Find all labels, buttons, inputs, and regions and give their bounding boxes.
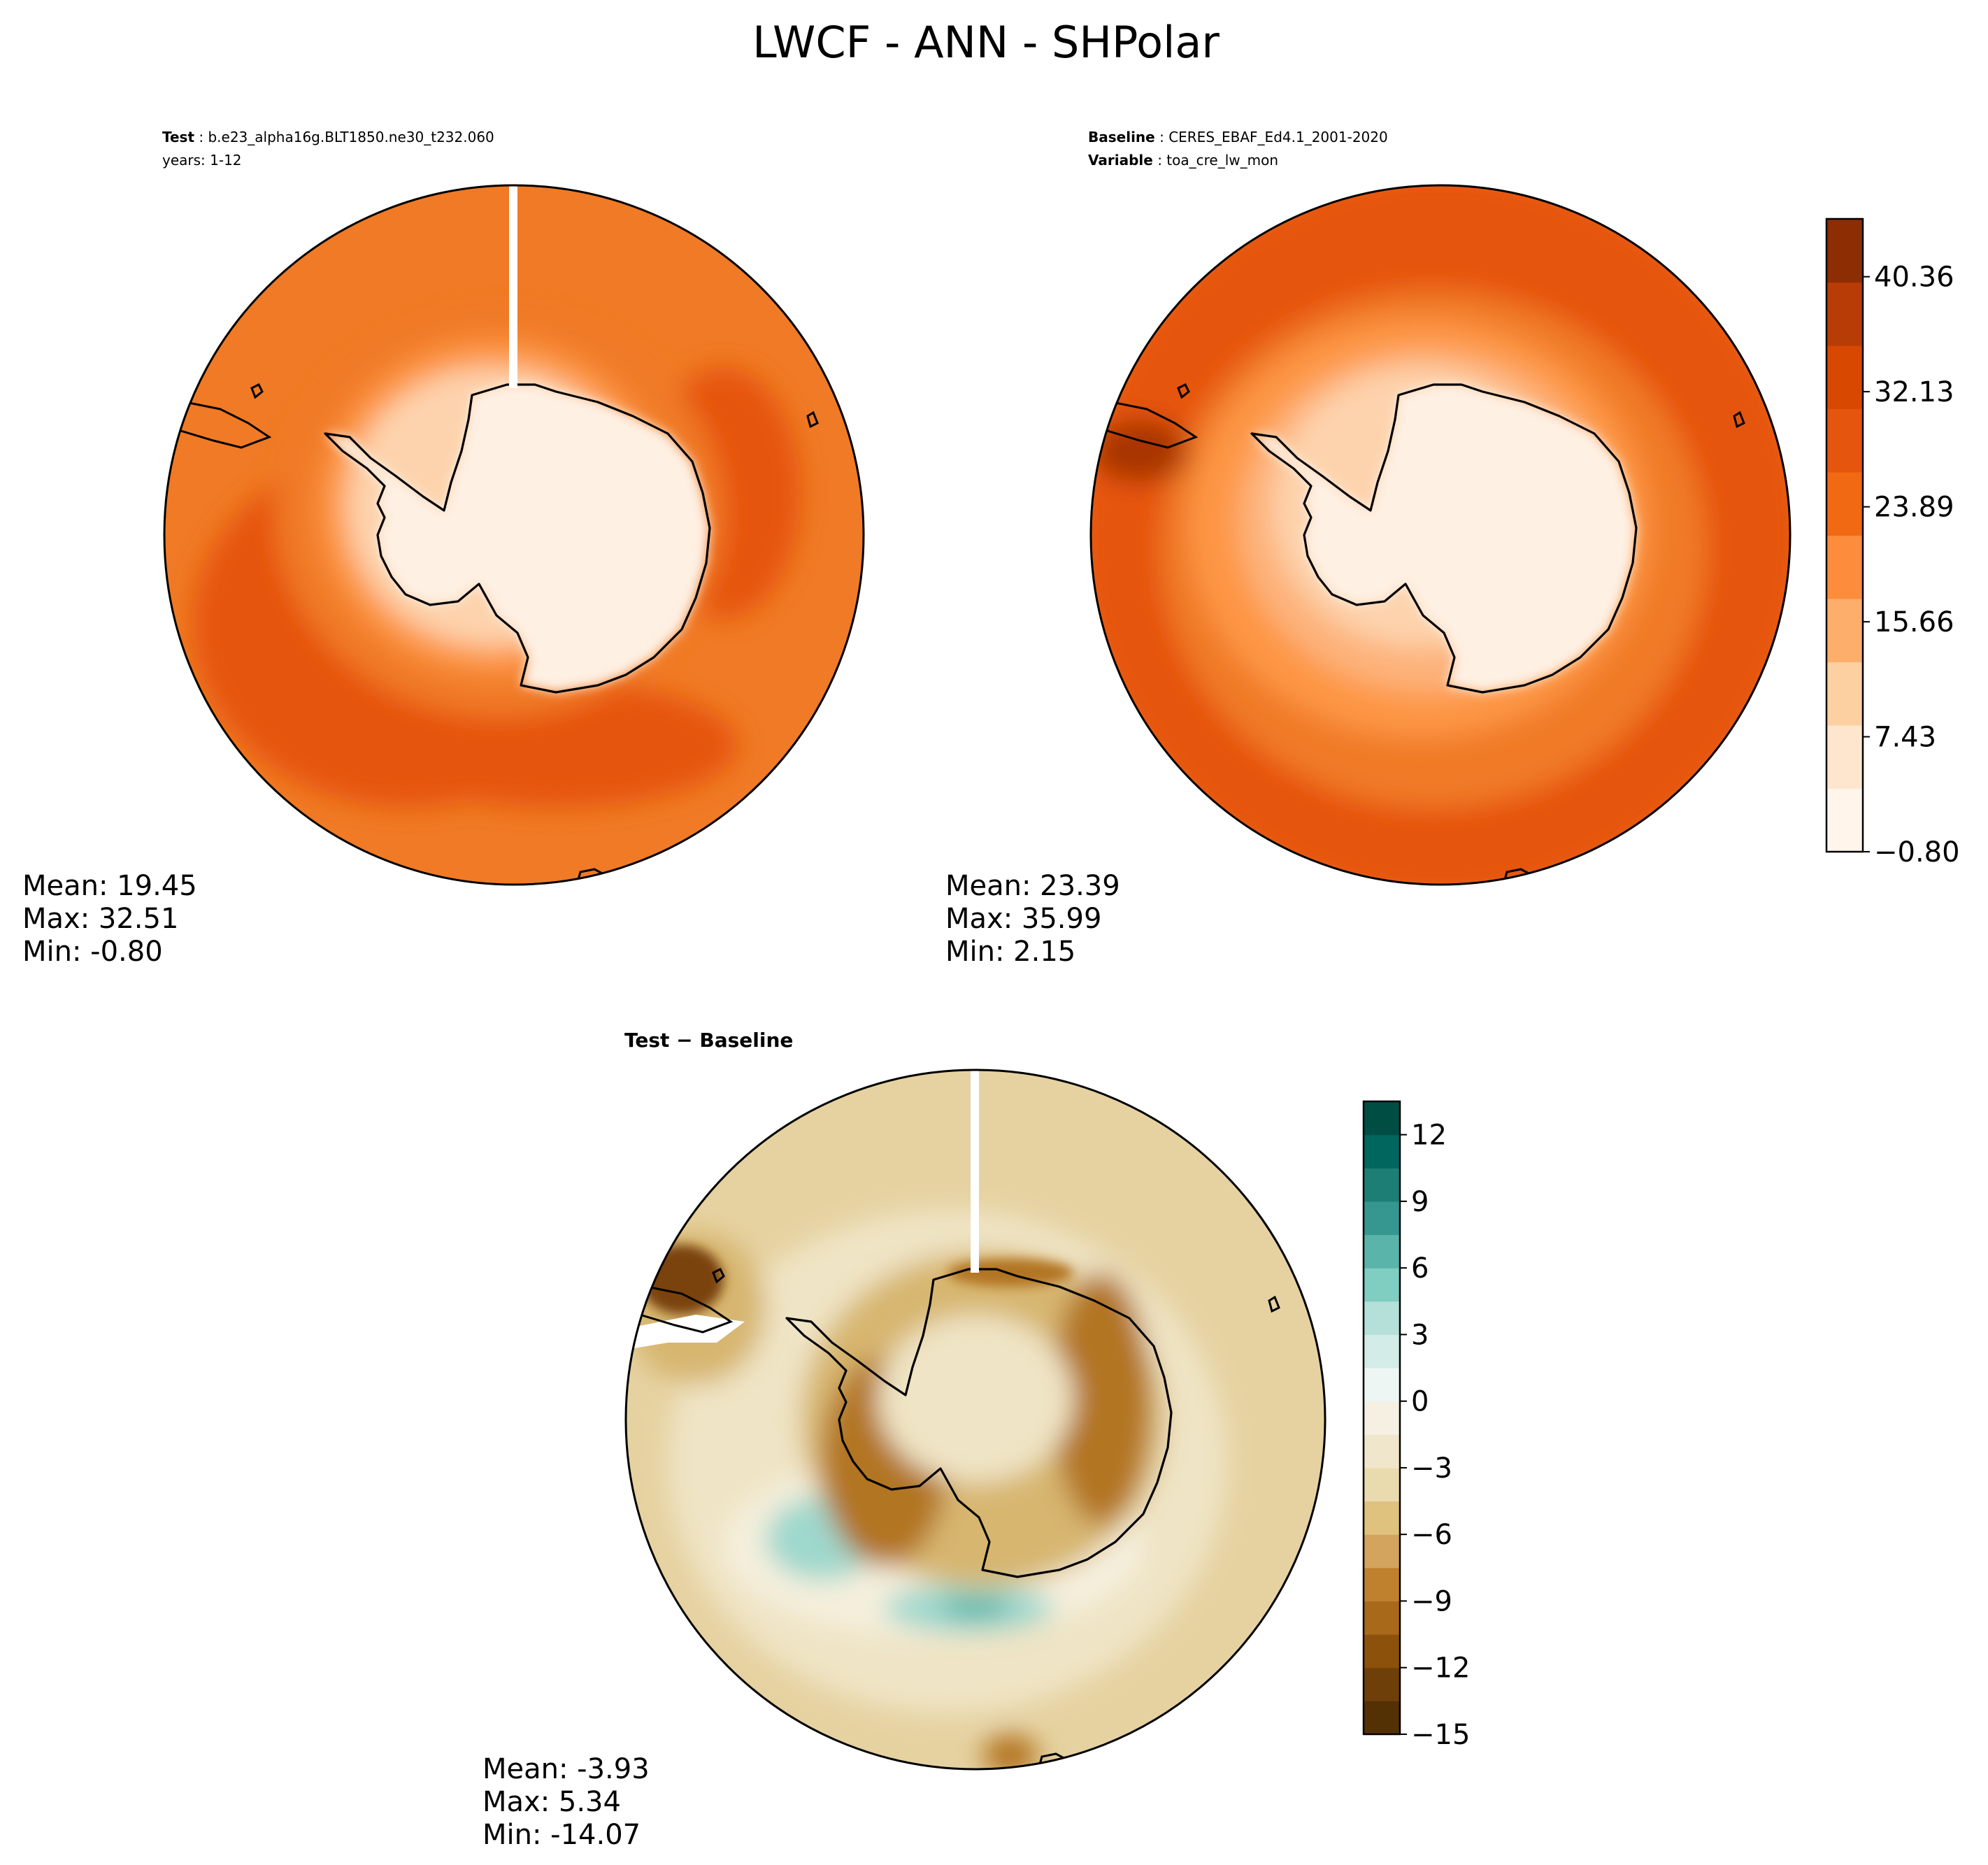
colorbar-swatch	[1364, 1701, 1400, 1735]
panel-diff-mean: Mean: -3.93	[482, 1753, 650, 1785]
colorbar-swatch	[1364, 1368, 1400, 1402]
falkland-islands-coastline	[1177, 383, 1190, 399]
colorbar-swatch	[1364, 1201, 1400, 1236]
missing-data-strip	[971, 1070, 979, 1273]
kerguelen-coastline	[806, 410, 819, 429]
missing-data-patch	[626, 1315, 745, 1350]
colorbar-tick-label: 3	[1411, 1319, 1429, 1351]
colorbar-frame	[1362, 1100, 1401, 1736]
panel-diff: Test − Baseline Mean: -3.93 Max: 5.34 Mi…	[482, 1029, 1326, 1851]
colorbar-tick-label: 12	[1411, 1120, 1447, 1152]
panel-baseline-mean: Mean: 23.39	[945, 870, 1120, 902]
colorbar-swatch	[1364, 1101, 1400, 1136]
panel-diff-min: Min: -14.07	[482, 1819, 641, 1851]
south-america-coastline	[639, 1285, 734, 1334]
colorbar-tick-label: −6	[1411, 1519, 1452, 1551]
colorbar-main: 40.36 32.13 23.89 15.66 7.43 −0.80	[1825, 217, 1960, 869]
colorbar-tick-label: 23.89	[1874, 492, 1954, 524]
colorbar-tick-label: 40.36	[1874, 262, 1954, 294]
map-test-boundary	[163, 184, 865, 886]
colorbar-tick-label: 6	[1411, 1252, 1429, 1285]
colorbar-swatch	[1364, 1134, 1400, 1169]
kerguelen-coastline	[1733, 410, 1745, 429]
colorbar-tick-label: 32.13	[1874, 376, 1954, 408]
colorbar-swatch	[1364, 1534, 1400, 1569]
colorbar-swatch	[1826, 662, 1863, 726]
colorbar-swatch	[1826, 725, 1863, 789]
colorbar-tick-label: −15	[1411, 1719, 1470, 1751]
colorbar-tick-label: 15.66	[1874, 606, 1954, 638]
missing-data-strip	[509, 185, 517, 388]
panel-baseline-header-line1: Baseline : CERES_EBAF_Ed4.1_2001-2020	[1088, 129, 1388, 145]
colorbar-diff: 12 9 6 3 0 −3 −6 −9 −12 −15	[1362, 1100, 1470, 1751]
figure-title: LWCF - ANN - SHPolar	[752, 17, 1220, 68]
kerguelen-coastline	[1268, 1295, 1280, 1313]
colorbar-swatch	[1364, 1501, 1400, 1535]
map-baseline-boundary	[1089, 184, 1792, 886]
antarctica-coastline	[785, 1268, 1173, 1578]
colorbar-swatch	[1826, 345, 1863, 410]
falkland-islands-coastline	[712, 1267, 725, 1284]
colorbar-swatch	[1364, 1301, 1400, 1336]
colorbar-tick-label: −0.80	[1874, 836, 1960, 869]
colorbar-swatch	[1364, 1634, 1400, 1669]
colorbar-tick-label: −9	[1411, 1585, 1452, 1617]
panel-baseline-header-line2: Variable : toa_cre_lw_mon	[1088, 152, 1278, 169]
colorbar-swatch	[1364, 1567, 1400, 1602]
colorbar-tick-label: 0	[1411, 1386, 1429, 1418]
map-diff-boundary	[624, 1069, 1326, 1771]
colorbar-tick-label: −3	[1411, 1452, 1452, 1485]
colorbar-swatch	[1364, 1601, 1400, 1635]
falkland-islands-coastline	[250, 383, 264, 399]
colorbar-swatch	[1826, 472, 1863, 536]
colorbar-swatch	[1826, 282, 1863, 346]
colorbar-swatch	[1826, 219, 1863, 283]
panel-test-header-line2: years: 1-12	[162, 152, 242, 169]
colorbar-swatch	[1364, 1467, 1400, 1502]
south-america-coastline	[178, 401, 272, 449]
colorbar-swatch	[1364, 1334, 1400, 1369]
map-baseline	[1089, 184, 1792, 886]
panel-baseline-min: Min: 2.15	[945, 936, 1075, 968]
antarctica-coastline	[324, 383, 711, 694]
colorbar-tick-label: 9	[1411, 1186, 1429, 1218]
panel-test-header-line1: Test : b.e23_alpha16g.BLT1850.ne30_t232.…	[162, 129, 494, 145]
panel-test-mean: Mean: 19.45	[22, 870, 197, 902]
colorbar-swatch	[1364, 1667, 1400, 1701]
colorbar-swatch	[1826, 408, 1863, 473]
colorbar-swatch	[1364, 1168, 1400, 1202]
panel-baseline: Baseline : CERES_EBAF_Ed4.1_2001-2020 Va…	[945, 129, 1792, 968]
panel-baseline-max: Max: 35.99	[945, 903, 1101, 935]
panel-diff-max: Max: 5.34	[482, 1786, 621, 1818]
colorbar-swatch	[1826, 788, 1863, 852]
colorbar-swatch	[1364, 1268, 1400, 1302]
colorbar-swatch	[1364, 1401, 1400, 1435]
map-diff	[624, 1069, 1326, 1771]
colorbar-swatch	[1826, 535, 1863, 599]
south-america-coastline	[1104, 401, 1199, 449]
map-test	[163, 184, 865, 886]
colorbar-swatch	[1826, 599, 1863, 663]
panel-diff-header: Test − Baseline	[624, 1029, 793, 1052]
antarctica-coastline	[1250, 383, 1638, 694]
colorbar-tick-label: 7.43	[1874, 722, 1936, 754]
colorbar-tick-label: −12	[1411, 1652, 1470, 1685]
panel-test: Test : b.e23_alpha16g.BLT1850.ne30_t232.…	[22, 129, 865, 968]
panel-test-max: Max: 32.51	[22, 903, 178, 935]
colorbar-swatch	[1364, 1234, 1400, 1269]
colorbar-swatch	[1364, 1434, 1400, 1469]
colorbar-frame	[1825, 217, 1864, 853]
panel-test-min: Min: -0.80	[22, 936, 163, 968]
